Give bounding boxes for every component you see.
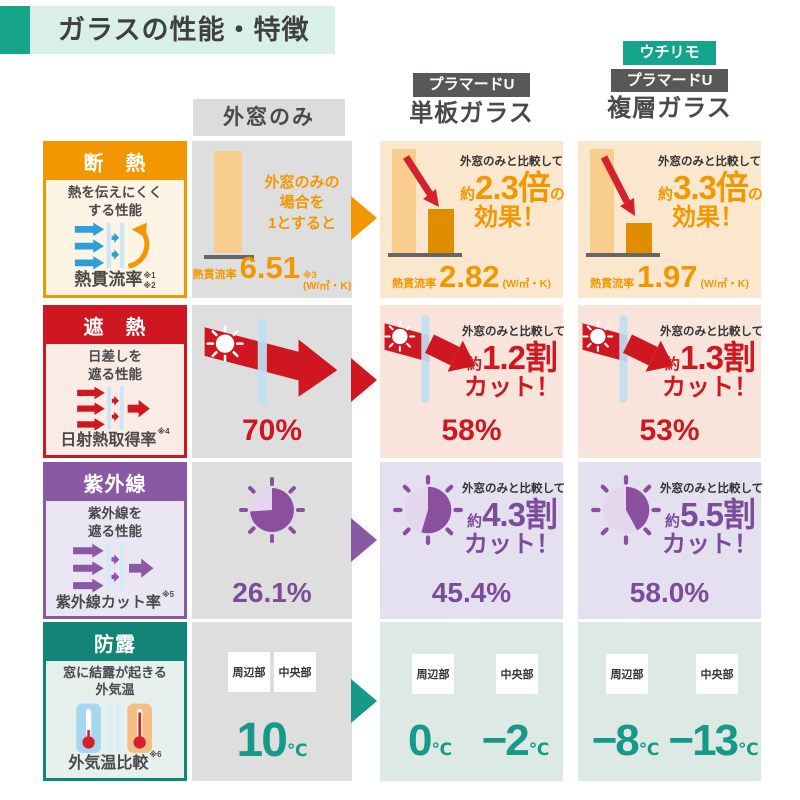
insulation-double-cell: 外窓のみと比較して 約3.3倍の 効果！ 熱貫流率 1.97 (W/㎡・K) (578, 141, 763, 298)
row-uv-metric: 紫外線カット率 ※5 (55, 589, 175, 611)
uv-double-cell: 外窓のみと比較して 約5.5割 カット！ 58.0% (578, 462, 764, 619)
shading-arrows-icon (77, 386, 150, 431)
row-uv-label: 紫外線 紫外線を 遮る性能 紫外線カット率 ※5 (43, 462, 187, 619)
row-uv-title: 紫外線 (46, 465, 184, 501)
thermometers-icon (76, 703, 153, 753)
flow-arrow-insulation (351, 196, 377, 240)
insulation-arrows-icon (74, 222, 150, 270)
condensation-baseline-temp: 10 ℃ (236, 714, 308, 767)
row-shading-metric: 日射熱取得率 ※4 (60, 427, 170, 450)
uv-single-value: 45.4% (431, 577, 512, 608)
row-insulation-metric: 熱貫流率 ※1 ※2 (74, 270, 156, 290)
condensation-double-center-temp: −13 ℃ (668, 716, 759, 765)
uv-double-claim: 外窓のみと比較して 約5.5割 カット！ (660, 483, 764, 558)
shading-double-claim: 外窓のみと比較して 約1.3割 カット！ (660, 326, 764, 401)
row-insulation-label: 断 熱 熱を伝えにくく する性能 熱貫流率 ※1 ※2 (43, 141, 187, 298)
insulation-single-claim: 外窓のみと比較して 約2.3倍の 効果！ (460, 156, 565, 231)
baseline-caption: 外窓のみの 場合を 1とすると (264, 174, 340, 232)
product-name-double: 複層ガラス (607, 95, 732, 122)
shading-baseline-cell: 70% (192, 305, 352, 458)
shading-single-cell: 外窓のみと比較して 約1.2割 カット！ 58% (380, 305, 566, 458)
product-name-single: 単板ガラス (409, 99, 534, 127)
baseline-bar-chart (204, 151, 254, 259)
uv-baseline-value: 26.1% (232, 577, 312, 608)
column-header-single: プラマードU 単板ガラス (380, 73, 563, 127)
shading-baseline-value: 70% (241, 414, 303, 447)
row-condensation-title: 防露 (46, 625, 184, 661)
sun-pie-icon (591, 475, 661, 545)
row-insulation-desc: 熱を伝えにくく する性能 (67, 185, 163, 218)
edge-label-box: 周辺部 (606, 654, 648, 694)
shading-double-cell: 外窓のみと比較して 約1.3割 カット！ 53% (578, 305, 764, 458)
page-title: ガラスの性能・特徴 (30, 6, 336, 54)
row-shading-title: 遮 熱 (46, 308, 184, 344)
center-label-box: 中央部 (496, 654, 538, 694)
sun-heat-arrow-icon (204, 319, 338, 405)
sun-heat-arrow-icon (384, 315, 476, 403)
row-uv-desc: 紫外線を 遮る性能 (88, 506, 142, 539)
condensation-single-center-temp: −2 ℃ (481, 716, 550, 765)
uv-single-cell: 外窓のみと比較して 約4.3割 カット！ 45.4% (380, 462, 566, 619)
flow-arrow-uv (351, 518, 377, 562)
row-insulation-title: 断 熱 (46, 144, 184, 180)
baseline-u-value: 熱貫流率 6.51 ※3 (W/㎡・K) (192, 249, 352, 292)
sun-pie-icon (393, 475, 463, 545)
condensation-double-edge-temp: −8 ℃ (591, 716, 660, 765)
row-condensation-label: 防露 窓に結露が起きる 外気温 外気温比較 ※6 (43, 622, 187, 781)
badge-plamado-u-double: プラマードU (610, 68, 729, 92)
badge-plamado-u-single: プラマードU (412, 73, 531, 97)
uv-double-value: 58.0% (629, 577, 710, 608)
shading-single-claim: 外窓のみと比較して 約1.2割 カット！ (462, 326, 566, 401)
uv-baseline-cell: 26.1% (192, 462, 352, 619)
condensation-single-edge-temp: 0 ℃ (407, 716, 453, 765)
center-label-box: 中央部 (274, 652, 316, 692)
insulation-single-cell: 外窓のみと比較して 約2.3倍の 効果！ 熱貫流率 2.82 (W/㎡・K) (380, 141, 565, 298)
insulation-single-u-value: 熱貫流率 2.82 (W/㎡・K) (392, 259, 551, 294)
insulation-baseline-cell: 外窓のみの 場合を 1とすると 熱貫流率 6.51 ※3 (W/㎡・K) (192, 141, 352, 298)
condensation-double-cell: 周辺部 中央部 −8 ℃ −13 ℃ (578, 622, 761, 781)
badge-uchirimo: ウチリモ (623, 41, 716, 65)
condensation-baseline-cell: 周辺部 中央部 10 ℃ (192, 622, 352, 781)
insulation-double-claim: 外窓のみと比較して 約3.3倍の 効果！ (658, 156, 763, 231)
comparison-bar-chart (586, 149, 660, 257)
column-header-double: ウチリモ プラマードU 複層ガラス (578, 41, 761, 122)
shading-single-value: 58% (441, 414, 502, 447)
condensation-single-cell: 周辺部 中央部 0 ℃ −2 ℃ (380, 622, 563, 781)
page-title-block: ガラスの性能・特徴 (0, 6, 336, 54)
center-label-box: 中央部 (696, 654, 738, 694)
insulation-double-u-value: 熱貫流率 1.97 (W/㎡・K) (590, 259, 749, 294)
column-header-baseline: 外窓のみ (193, 99, 345, 136)
sun-pie-icon (239, 477, 305, 543)
sun-heat-arrow-icon (582, 315, 674, 403)
edge-label-box: 周辺部 (228, 652, 270, 692)
edge-label-box: 周辺部 (412, 654, 454, 694)
row-condensation-desc: 窓に結露が起きる 外気温 (63, 665, 167, 697)
title-accent-square (0, 6, 30, 54)
uv-arrows-icon (73, 543, 154, 593)
shading-double-value: 53% (639, 414, 700, 447)
uv-single-claim: 外窓のみと比較して 約4.3割 カット！ (462, 483, 566, 558)
footnote-marks: ※1 ※2 (143, 271, 156, 290)
row-shading-desc: 日差しを 遮る性能 (88, 349, 142, 382)
row-condensation-metric: 外気温比較 ※6 (68, 750, 162, 773)
flow-arrow-condensation (351, 679, 377, 723)
flow-arrow-shading (351, 358, 377, 402)
row-shading-label: 遮 熱 日差しを 遮る性能 日射熱取得率 ※4 (43, 305, 187, 458)
comparison-bar-chart (388, 149, 462, 257)
